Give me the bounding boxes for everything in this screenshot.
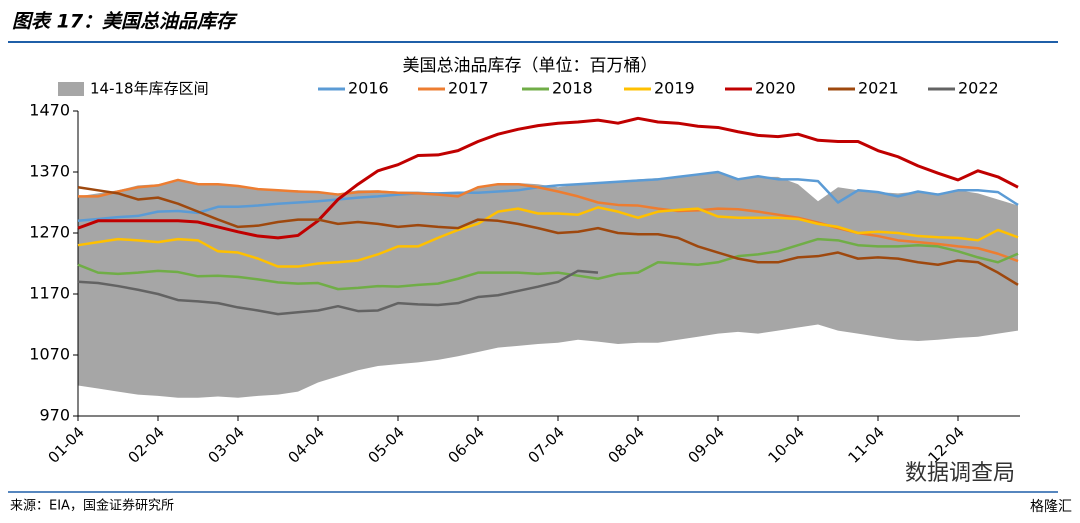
series-line: [77, 186, 1019, 286]
x-tick-label: 07-04: [524, 423, 568, 467]
y-tick-label: 1370: [29, 162, 70, 181]
x-tick-label: 03-04: [204, 423, 248, 467]
y-tick-label: 1470: [29, 101, 70, 120]
x-tick-label: 01-04: [44, 423, 88, 467]
x-tick-label: 08-04: [604, 423, 648, 467]
x-tick-label: 04-04: [284, 423, 328, 467]
x-tick-label: 05-04: [364, 423, 408, 467]
x-tick-label: 02-04: [124, 423, 168, 467]
source: 来源：EIA，国金证券研究所: [10, 498, 174, 514]
legend-label: 2017: [448, 79, 489, 98]
legend-label: 2022: [958, 79, 999, 98]
x-tick-label: 06-04: [444, 423, 488, 467]
y-tick-label: 970: [39, 406, 70, 425]
y-tick-label: 1170: [29, 284, 70, 303]
series-line: [77, 206, 1019, 268]
legend-label: 2016: [348, 79, 389, 98]
y-tick-label: 1070: [29, 345, 70, 364]
header: 图表 17：美国总油品库存: [12, 11, 238, 33]
series-line: [77, 269, 599, 316]
legend-label: 2021: [858, 79, 899, 98]
legend-label: 2020: [755, 79, 796, 98]
x-tick-label: 10-04: [764, 423, 808, 467]
legend-label: 14-18年库存区间: [90, 80, 209, 98]
series-line: [77, 237, 1019, 291]
legend-label: 2018: [552, 79, 593, 98]
x-tick-label: 11-04: [844, 423, 888, 467]
chart-title: 美国总油品库存（单位：百万桶）: [403, 56, 658, 76]
watermark: 数据调查局: [905, 461, 1015, 486]
x-tick-label: 09-04: [684, 423, 728, 467]
legend-swatch: [58, 82, 84, 96]
legend-label: 2019: [654, 79, 695, 98]
series-line: [77, 116, 1019, 240]
series-line: [77, 170, 1019, 223]
y-tick-label: 1270: [29, 223, 70, 242]
watermark: 格隆汇: [1030, 499, 1072, 515]
